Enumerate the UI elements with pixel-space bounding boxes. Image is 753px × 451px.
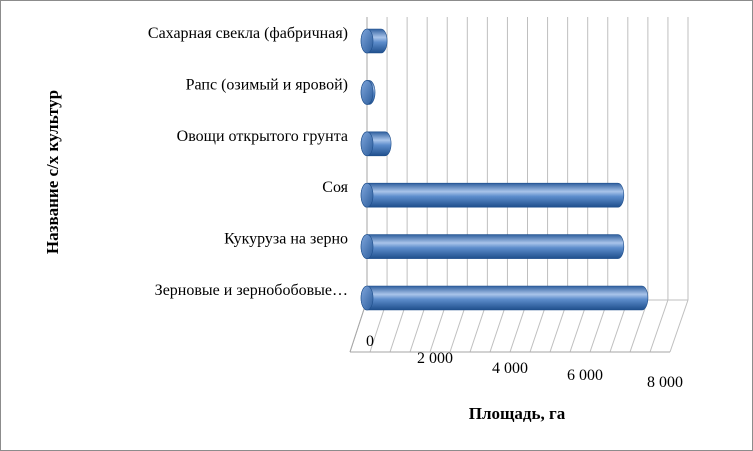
- grid-line-floor: [649, 299, 669, 353]
- bar-2: [360, 182, 625, 208]
- bar-1: [360, 234, 625, 259]
- category-label: Сахарная свекла (фабричная): [148, 25, 348, 42]
- bar-4: [360, 80, 376, 105]
- category-labels: Зерновые и зернобобовые… Кукуруза на зерн…: [148, 25, 349, 299]
- bar-body: [360, 234, 625, 259]
- category-label: Кукуруза на зерно: [224, 231, 348, 248]
- bar-start-cap: [360, 234, 374, 259]
- category-label: Рапс (озимый и яровой): [186, 76, 348, 93]
- category-label: Зерновые и зернобобовые…: [155, 282, 348, 299]
- x-tick-label: 0: [366, 333, 374, 350]
- bar-5: [360, 28, 388, 54]
- bar-start-cap: [360, 80, 374, 105]
- bar-3: [360, 131, 392, 157]
- y-axis-title: Название с/х культур: [43, 90, 62, 254]
- grid-line-floor: [669, 299, 689, 353]
- bars: [360, 28, 649, 311]
- category-label: Овощи открытого грунта: [177, 128, 348, 145]
- bar-body: [360, 285, 649, 311]
- bar-0: [360, 285, 649, 311]
- x-axis-title: Площадь, га: [469, 404, 566, 423]
- x-tick-labels: 0 2 000 4 000 6 000 8 000: [366, 333, 683, 391]
- bar-start-cap: [360, 285, 374, 311]
- bar-body: [360, 182, 625, 208]
- bar-start-cap: [360, 182, 374, 208]
- x-tick-label: 4 000: [492, 360, 528, 377]
- category-label: Соя: [322, 179, 348, 196]
- bar-start-cap: [360, 28, 374, 54]
- x-tick-label: 8 000: [647, 374, 683, 391]
- x-tick-label: 6 000: [567, 367, 603, 384]
- bar-start-cap: [360, 131, 374, 157]
- x-tick-label: 2 000: [417, 350, 453, 367]
